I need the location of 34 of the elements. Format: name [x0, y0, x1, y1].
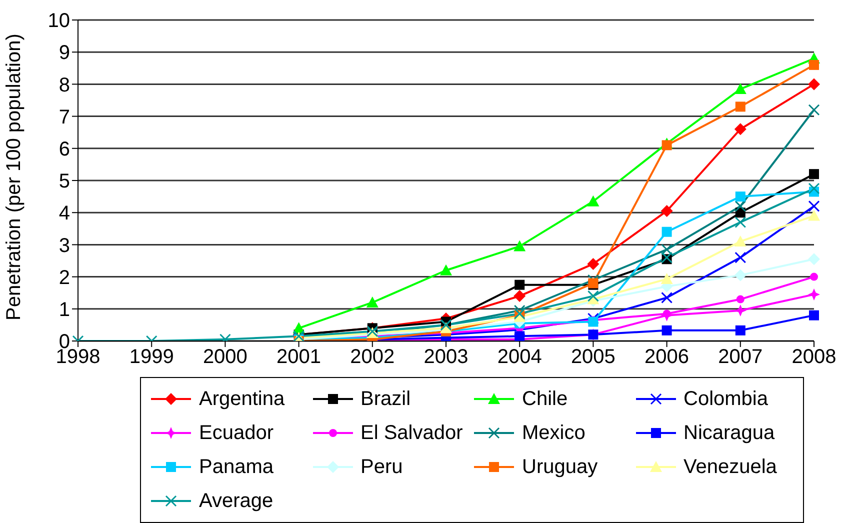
legend-label: Ecuador [199, 421, 274, 446]
x-tick-label: 1999 [129, 346, 174, 368]
y-tick-label: 1 [58, 299, 70, 321]
y-tick-label: 10 [48, 10, 70, 32]
y-tick-label: 7 [58, 106, 70, 128]
y-tick-label: 5 [58, 170, 70, 193]
legend-label: Average [199, 489, 274, 514]
y-tick-label: 3 [58, 234, 70, 257]
legend-label: Uruguay [522, 455, 598, 480]
x-tick-label: 2006 [644, 346, 690, 368]
x-tick-label: 2000 [202, 346, 248, 368]
y-tick-label: 4 [58, 202, 70, 225]
x-tick-label: 2008 [792, 346, 836, 368]
legend-label: Argentina [199, 387, 285, 412]
x-tick-label: 2001 [276, 346, 322, 368]
y-axis-title: Penetration (per 100 population) [3, 34, 26, 320]
x-tick-label: 2007 [718, 346, 763, 368]
x-tick-label: 2002 [350, 346, 395, 368]
x-tick-label: 2005 [570, 346, 616, 368]
x-tick-label: 2004 [497, 346, 542, 368]
legend-label: Brazil [360, 387, 411, 412]
legend-label: Venezuela [684, 455, 777, 480]
legend-label: El Salvador [360, 421, 463, 446]
legend-label: Nicaragua [684, 421, 775, 446]
legend-label: Chile [522, 387, 568, 412]
y-tick-label: 2 [58, 266, 70, 289]
legend-label: Colombia [684, 387, 768, 412]
legend-label: Mexico [522, 421, 586, 446]
y-tick-label: 6 [58, 138, 70, 160]
legend-label: Panama [199, 455, 274, 480]
y-tick-label: 8 [58, 74, 70, 96]
legend-label: Peru [360, 455, 403, 480]
x-tick-label: 2003 [424, 346, 468, 368]
y-tick-label: 9 [58, 42, 70, 64]
